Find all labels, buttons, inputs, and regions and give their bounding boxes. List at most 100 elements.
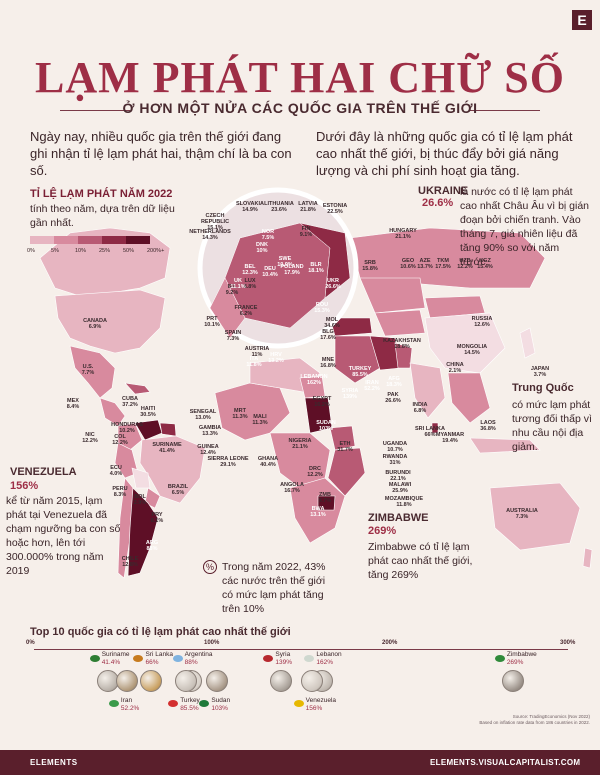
- bottom-chart-title: Top 10 quốc gia có tỉ lệ lạm phát cao nh…: [30, 626, 291, 638]
- top10-country-label: Suriname 41.4%: [102, 651, 130, 666]
- map-label-dnk: DNK 10%: [240, 242, 284, 254]
- top10-country-name: Turkey: [180, 697, 200, 704]
- map-label-name: MRT: [234, 408, 246, 414]
- map-label-value: 21.1%: [292, 444, 308, 450]
- map-label-name: AUSTRALIA: [506, 508, 538, 514]
- map-label-nigeria: NIGERIA 21.1%: [278, 438, 322, 450]
- map-label-name: SENEGAL: [189, 409, 217, 415]
- top10-country-label: Argentina 88%: [185, 651, 213, 666]
- map-label-value: 162%: [306, 380, 322, 386]
- map-label-value: 23.6%: [271, 207, 287, 213]
- map-label-fin: FIN 9.1%: [284, 226, 328, 238]
- map-label-nor: NOR 7.5%: [246, 229, 290, 241]
- map-label-name: LEBANON: [300, 374, 328, 380]
- map-label-swe: SWE 10.9%: [263, 256, 307, 268]
- map-label-estonia: ESTONIA 22.5%: [313, 203, 357, 215]
- map-label-name: AUSTRIA: [244, 346, 270, 352]
- map-label-value: 11%: [251, 352, 263, 358]
- flag-argentina-icon: [172, 655, 183, 662]
- map-label-value: 16.8%: [320, 363, 336, 369]
- map-label-value: 34.6%: [324, 323, 340, 329]
- region-pakistan: [394, 342, 413, 369]
- map-label-ecu: ECU 4.0%: [94, 465, 138, 477]
- coin-sri-lanka-icon: [140, 670, 163, 692]
- top10-country-value: 156%: [305, 704, 323, 712]
- map-label-kazakhstan: KAZAKHSTAN 18.8%: [380, 338, 424, 350]
- map-label-name: ESTONIA: [322, 203, 348, 209]
- top10-country-label: Iran 52.2%: [121, 697, 139, 712]
- map-label-value: 13.0%: [195, 415, 211, 421]
- map-label-name: BOL: [134, 494, 146, 500]
- map-label-value: 36.8%: [480, 426, 496, 432]
- map-label-gambia: GAMBIA 13.3%: [188, 425, 232, 437]
- top10-country-name: Suriname: [101, 651, 130, 658]
- map-label-austria: AUSTRIA 11%: [235, 346, 279, 358]
- region-turkey: [329, 317, 373, 337]
- map-label-value: 12.2%: [307, 472, 323, 478]
- source-note: Source: TradingEconomics (Nov 2022) Base…: [470, 714, 590, 726]
- map-label-eth: ETH 31.7%: [323, 441, 367, 453]
- map-label-name: NETHERLANDS: [189, 229, 231, 235]
- map-label-sudan: SUDAN 103%: [304, 420, 348, 432]
- map-label-name: BRAZIL: [167, 484, 189, 490]
- map-label-name: BLR: [310, 262, 322, 268]
- footer-brand[interactable]: ELEMENTS: [30, 758, 78, 767]
- map-label-name: MNE: [321, 357, 335, 363]
- map-label-value: 31.7%: [337, 447, 353, 453]
- legend-tick: 25%: [99, 248, 111, 254]
- map-label-value: 6.8%: [413, 408, 427, 414]
- zoom-region-2: [299, 222, 351, 299]
- top10-country-value: 66%: [145, 658, 159, 666]
- ukraine-text: là nước có tỉ lệ lạm phát cao nhất Châu …: [460, 186, 590, 268]
- map-label-value: 12.2%: [457, 264, 473, 270]
- map-label-pak: PAK 26.6%: [371, 392, 415, 404]
- venezuela-text: kể từ năm 2015, lạm phát tại Venezuela đ…: [6, 495, 121, 577]
- page-title: LẠM PHÁT HAI CHỮ SỐ: [35, 53, 565, 102]
- map-label-value: 8.8%: [243, 284, 257, 290]
- map-label-value: 40.4%: [260, 462, 276, 468]
- map-label-name: CZECH REPUBLIC: [200, 213, 230, 225]
- coin-iran-icon: [115, 670, 138, 692]
- region-middle-east: [334, 335, 381, 384]
- map-label-value: 9.2%: [225, 290, 239, 296]
- region-argentina: [127, 487, 159, 577]
- map-label-name: RWANDA: [382, 454, 408, 460]
- map-label-malawi: MALAWI 25.9%: [378, 482, 422, 494]
- map-label-prt: PRT 10.1%: [190, 316, 234, 328]
- map-label-name: SYRIA: [341, 388, 359, 394]
- subtitle-divider-left: [60, 110, 130, 111]
- map-label-australia: AUSTRALIA 7.3%: [500, 508, 544, 520]
- map-label-turkey: TURKEY 85.5%: [338, 366, 382, 378]
- map-label-lebanon: LEBANON 162%: [292, 374, 336, 386]
- map-label-name: CHILE: [121, 556, 139, 562]
- map-label-value: 7.7%: [81, 370, 95, 376]
- legend-swatch: [126, 236, 150, 244]
- map-label-czech: CZECH REPUBLIC 15.1%: [193, 213, 237, 231]
- map-label-name: ZMB: [319, 492, 331, 498]
- region-zimbabwe: [317, 495, 336, 511]
- region-caribbean: [124, 382, 151, 395]
- region-paraguay: [144, 487, 161, 509]
- map-label-name: EGYPT: [312, 396, 332, 402]
- footer-url[interactable]: ELEMENTS.VISUALCAPITALIST.COM: [430, 758, 581, 767]
- map-label-name: CHINA: [446, 362, 464, 368]
- world-map: [0, 178, 600, 618]
- map-label-afg: AFG 18.3%: [372, 376, 416, 388]
- top10-country-name: Sri Lanka: [145, 651, 173, 658]
- region-indonesia: [469, 437, 541, 454]
- map-label-value: 11.8%: [246, 362, 262, 368]
- map-label-zmb: ZMB 9.7%: [303, 492, 347, 504]
- map-label-nic: NIC 12.2%: [68, 432, 112, 444]
- map-label-value: 8.4%: [66, 404, 80, 410]
- map-label-drc: DRC 12.2%: [293, 466, 337, 478]
- map-label-value: 18.8%: [394, 344, 410, 350]
- map-label-name: MOZAMBIQUE: [384, 496, 424, 502]
- ukraine-title: UKRAINE: [418, 185, 469, 197]
- map-label-name: CANADA: [83, 318, 107, 324]
- map-label-name: KAZAKHSTAN: [383, 338, 421, 344]
- subtitle-divider-right: [470, 110, 540, 111]
- map-label-canada: CANADA 6.9%: [73, 318, 117, 330]
- region-east-africa: [327, 447, 366, 497]
- map-label-suriname: SURINAME 41.4%: [145, 442, 189, 454]
- top10-country-value: 103%: [211, 704, 228, 712]
